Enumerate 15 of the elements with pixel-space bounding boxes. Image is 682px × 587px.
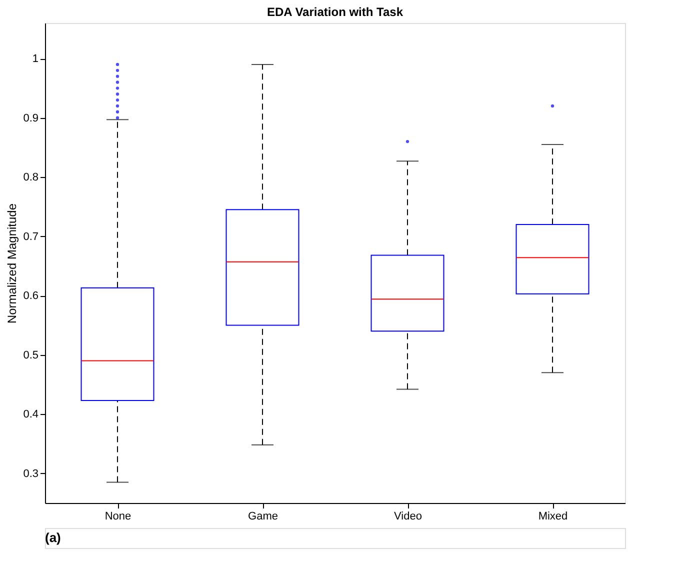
text: (a) xyxy=(45,530,61,545)
y-tick-label: 0.5 xyxy=(23,349,38,362)
x-tick-label: None xyxy=(104,510,132,522)
x-tick-label: Game xyxy=(248,510,278,522)
y-tick-label: 0.4 xyxy=(23,408,38,421)
x-tick-label: Video xyxy=(394,510,422,522)
y-tick-label: 0.3 xyxy=(23,468,38,480)
y-tick-label: 0.9 xyxy=(23,112,38,124)
y-tick-label: 0.6 xyxy=(23,290,38,302)
y-axis-title: Normalized Magnitude xyxy=(5,203,20,324)
y-tick-label: 0.8 xyxy=(23,172,38,184)
chart-title: EDA Variation with Task xyxy=(266,5,404,19)
y-tick-label: 0.7 xyxy=(23,230,38,243)
y-tick-label: 1 xyxy=(32,53,38,66)
x-tick-label: Mixed xyxy=(538,510,568,522)
